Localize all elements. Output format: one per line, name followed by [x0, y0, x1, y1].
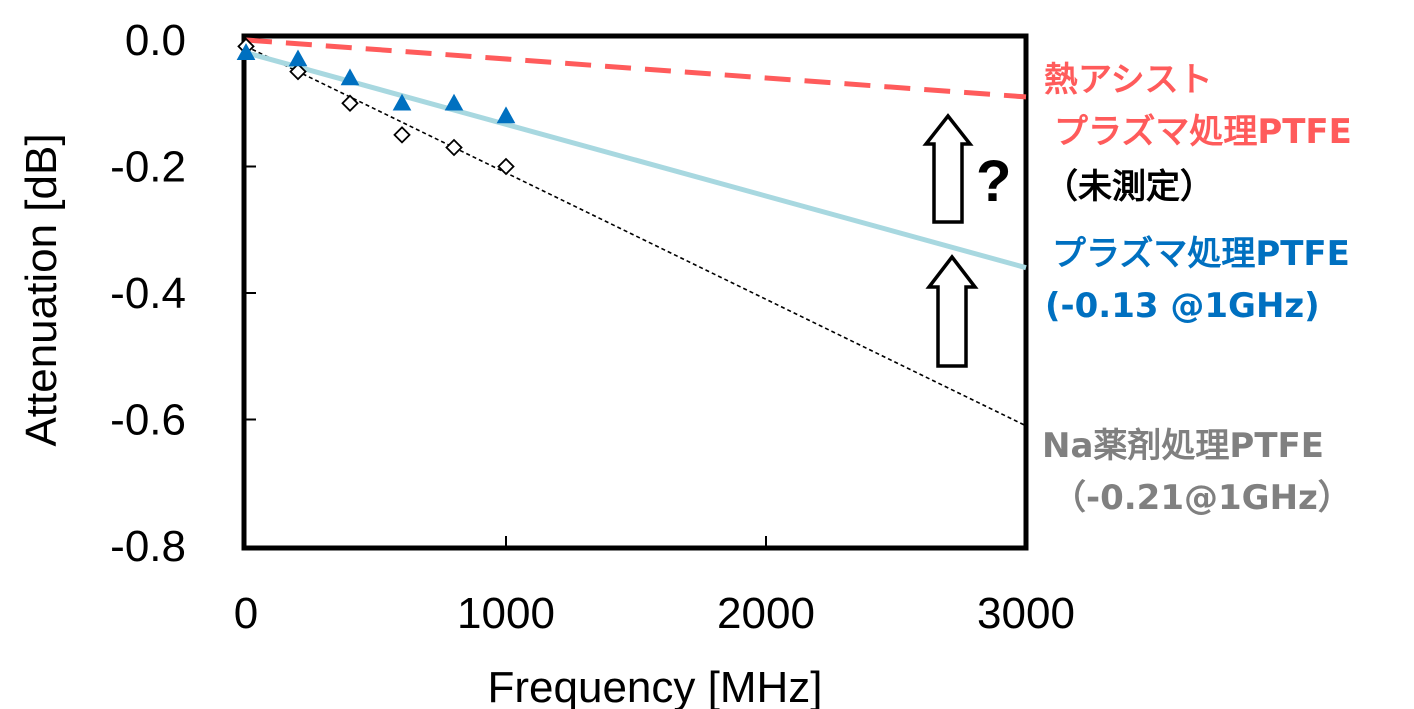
- x-tick-label: 3000: [977, 589, 1075, 638]
- trend-lines: [245, 37, 1027, 427]
- question-mark: ?: [976, 149, 1011, 214]
- triangle-marker: [444, 93, 464, 111]
- y-axis-title: Attenuation [dB]: [17, 133, 66, 446]
- na-label-line2: （-0.21@1GHz）: [1052, 478, 1352, 518]
- diamond-marker: [341, 94, 359, 113]
- trend-line-series-2: [245, 50, 1027, 271]
- x-tick-label: 0: [234, 589, 258, 638]
- improvement-arrow-lower: [925, 254, 979, 368]
- data-markers: [236, 37, 516, 176]
- diamond-marker: [497, 157, 515, 176]
- thermal-note: （未測定）: [1044, 167, 1214, 207]
- triangle-marker: [496, 106, 516, 124]
- x-tick-label: 1000: [457, 589, 555, 638]
- thermal-label-line2: プラズマ処理PTFE: [1054, 112, 1352, 152]
- improvement-arrow-upper: [922, 113, 974, 224]
- diamond-marker: [445, 138, 463, 157]
- triangle-marker: [288, 49, 308, 67]
- plot-area: [241, 33, 1029, 551]
- x-tick-labels: 0 1000 2000 3000: [234, 589, 1075, 638]
- y-tick-label: -0.4: [110, 269, 186, 318]
- triangle-marker: [340, 68, 360, 86]
- triangle-marker: [236, 43, 256, 60]
- plasma-label-line2: (-0.13 @1GHz): [1045, 286, 1320, 326]
- plasma-label-line1: プラズマ処理PTFE: [1052, 234, 1350, 274]
- x-tick-label: 2000: [717, 589, 815, 638]
- diamond-marker: [289, 62, 307, 81]
- triangle-marker: [392, 93, 412, 111]
- y-tick-label: -0.6: [110, 396, 186, 445]
- y-tick-label: -0.2: [110, 143, 186, 192]
- y-tick-marks: [246, 165, 256, 421]
- x-axis-title: Frequency [MHz]: [488, 663, 823, 709]
- x-tick-marks: [505, 536, 767, 546]
- y-tick-labels: 0.0 -0.2 -0.4 -0.6 -0.8: [110, 16, 186, 571]
- y-tick-label: 0.0: [125, 16, 186, 65]
- diamond-marker: [393, 126, 411, 144]
- thermal-label-line1: 熱アシスト: [1044, 60, 1213, 100]
- trend-line-series-1: [245, 45, 1027, 427]
- trend-line-series-3: [245, 37, 1027, 100]
- na-label-line1: Na薬剤処理PTFE: [1042, 426, 1324, 466]
- y-tick-label: -0.8: [110, 522, 186, 571]
